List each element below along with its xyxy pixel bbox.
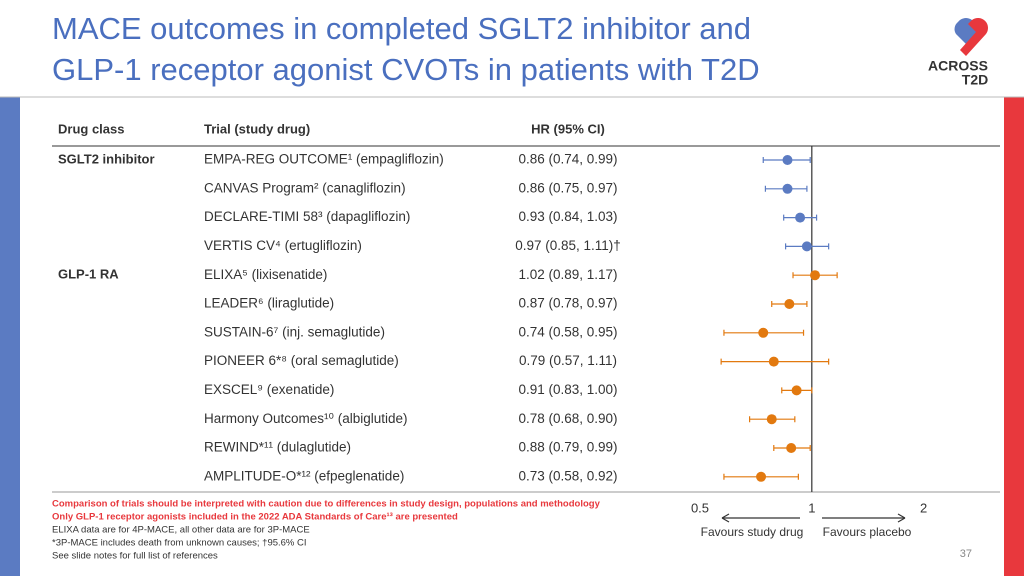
hr-point bbox=[766, 414, 777, 425]
trial-name: VERTIS CV⁴ (ertugliflozin) bbox=[204, 238, 362, 253]
x-tick-label: 0.5 bbox=[691, 500, 709, 515]
hr-label: 0.91 (0.83, 1.00) bbox=[518, 382, 617, 397]
logo-shape bbox=[960, 18, 988, 57]
right-stripe bbox=[1004, 97, 1024, 576]
hr-point bbox=[758, 327, 769, 338]
hr-point bbox=[768, 356, 779, 367]
footnote-warning: Only GLP-1 receptor agonists included in… bbox=[52, 512, 458, 523]
logo: ACROSS T2D bbox=[928, 18, 988, 88]
hr-point bbox=[782, 155, 793, 165]
hr-point bbox=[810, 270, 821, 281]
arrowhead bbox=[721, 513, 730, 523]
trial-name: AMPLITUDE-O*¹² (efpeglenatide) bbox=[204, 468, 404, 483]
arrowhead bbox=[897, 513, 906, 523]
x-tick-label: 2 bbox=[920, 500, 927, 515]
hr-point bbox=[756, 471, 767, 482]
hr-label: 0.88 (0.79, 0.99) bbox=[518, 440, 617, 455]
trial-name: DECLARE-TIMI 58³ (dapagliflozin) bbox=[204, 209, 410, 224]
hr-point bbox=[782, 183, 793, 194]
column-header: HR (95% CI) bbox=[531, 121, 605, 136]
trial-name: SUSTAIN-6⁷ (inj. semaglutide) bbox=[204, 324, 385, 339]
hr-point bbox=[786, 443, 797, 453]
title-line: GLP-1 receptor agonist CVOTs in patients… bbox=[52, 52, 760, 87]
hr-label: 0.73 (0.58, 0.92) bbox=[518, 468, 617, 483]
hr-label: 0.97 (0.85, 1.11)† bbox=[515, 238, 621, 253]
trial-name: PIONEER 6*⁸ (oral semaglutide) bbox=[204, 353, 399, 368]
footnote: See slide notes for full list of referen… bbox=[52, 551, 218, 562]
hr-point bbox=[801, 241, 812, 252]
favours-label: Favours study drug bbox=[701, 525, 804, 539]
trial-name: CANVAS Program² (canagliflozin) bbox=[204, 180, 406, 195]
footnote-warning: Comparison of trials should be interpret… bbox=[52, 499, 601, 510]
drug-class: SGLT2 inhibitor bbox=[58, 151, 155, 166]
hr-label: 1.02 (0.89, 1.17) bbox=[518, 267, 617, 282]
drug-class: GLP-1 RA bbox=[58, 267, 119, 282]
trial-name: ELIXA⁵ (lixisenatide) bbox=[204, 267, 327, 282]
title-line: MACE outcomes in completed SGLT2 inhibit… bbox=[52, 11, 751, 46]
left-stripe bbox=[0, 97, 20, 576]
hr-label: 0.87 (0.78, 0.97) bbox=[518, 296, 617, 311]
favours-label: Favours placebo bbox=[823, 525, 912, 539]
hr-label: 0.79 (0.57, 1.11) bbox=[519, 353, 617, 368]
trial-name: LEADER⁶ (liraglutide) bbox=[204, 296, 334, 311]
page-number: 37 bbox=[960, 548, 972, 560]
x-tick-label: 1 bbox=[808, 500, 815, 515]
trial-name: REWIND*¹¹ (dulaglutide) bbox=[204, 440, 351, 455]
logo-text: ACROSS bbox=[928, 58, 988, 74]
trial-name: EXSCEL⁹ (exenatide) bbox=[204, 382, 334, 397]
column-header: Trial (study drug) bbox=[204, 121, 310, 136]
trial-name: Harmony Outcomes¹⁰ (albiglutide) bbox=[204, 411, 407, 426]
logo-text: T2D bbox=[962, 72, 988, 88]
footnote: ELIXA data are for 4P-MACE, all other da… bbox=[52, 525, 310, 536]
hr-point bbox=[784, 299, 795, 309]
trial-name: EMPA-REG OUTCOME¹ (empagliflozin) bbox=[204, 152, 444, 167]
hr-label: 0.74 (0.58, 0.95) bbox=[518, 324, 617, 339]
hr-point bbox=[795, 212, 806, 223]
hr-label: 0.93 (0.84, 1.03) bbox=[518, 209, 617, 224]
hr-label: 0.86 (0.75, 0.97) bbox=[518, 180, 617, 195]
column-header: Drug class bbox=[58, 121, 124, 136]
footnote: *3P-MACE includes death from unknown cau… bbox=[52, 538, 307, 549]
hr-label: 0.78 (0.68, 0.90) bbox=[518, 411, 617, 426]
hr-label: 0.86 (0.74, 0.99) bbox=[518, 152, 617, 167]
hr-point bbox=[791, 385, 802, 396]
